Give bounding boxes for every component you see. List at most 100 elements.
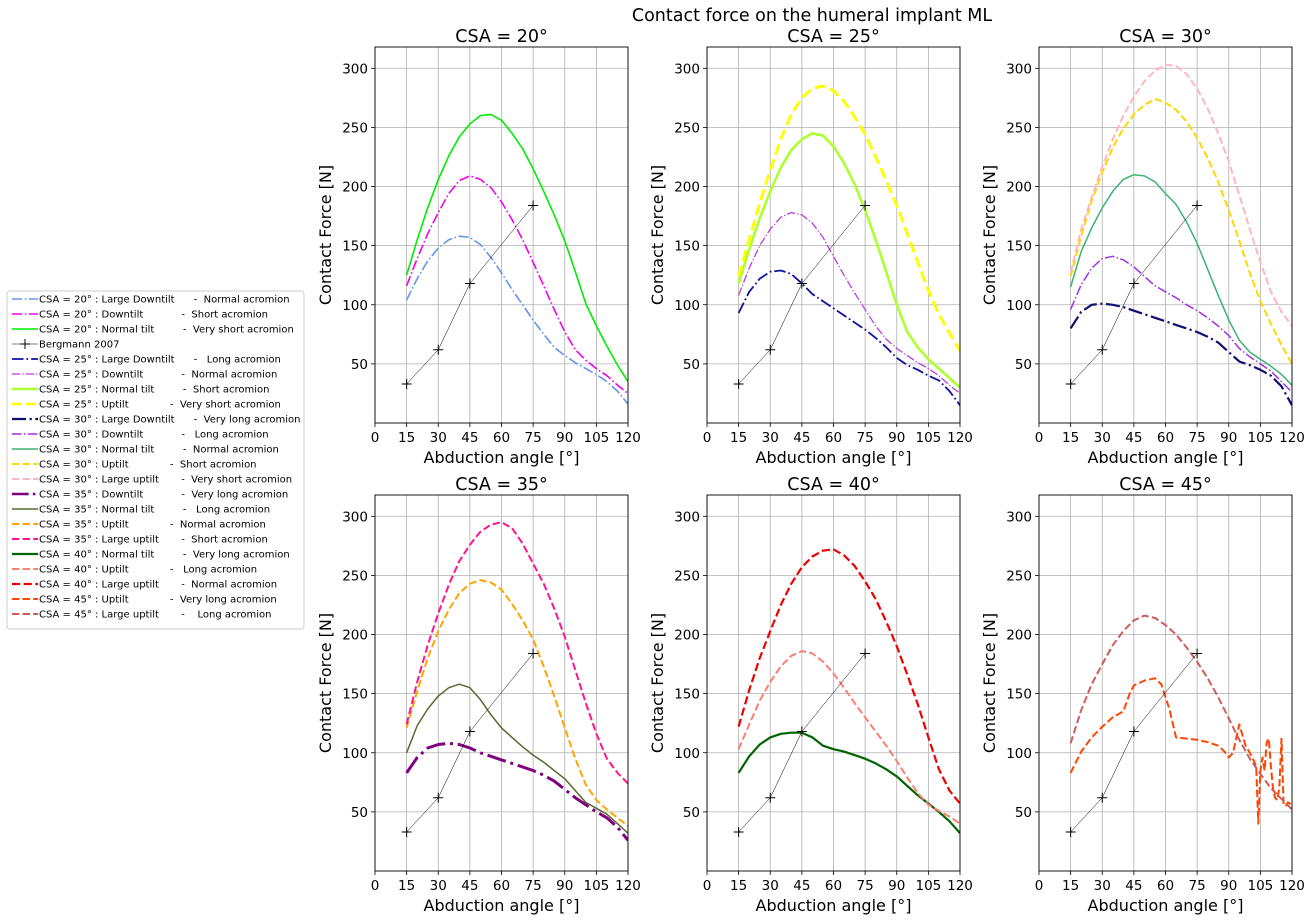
series-line-2: [1069, 173, 1292, 386]
bergmann-point: [733, 826, 744, 837]
bergmann-point: [528, 200, 539, 211]
bergmann-point: [765, 792, 776, 803]
legend-label: CSA = 20° : Normal tilt - Very short acr…: [39, 325, 294, 336]
y-tick-label: 50: [351, 805, 368, 821]
x-tick-label: 105: [1247, 430, 1273, 446]
bergmann-point: [1192, 648, 1203, 659]
legend-label: CSA = 30° : Large Downtilt - Very long a…: [39, 415, 300, 426]
y-tick-label: 50: [1015, 357, 1032, 373]
x-tick-label: 15: [730, 430, 747, 446]
series-line-3: [738, 653, 866, 833]
y-axis-label: Contact Force [N]: [316, 613, 335, 753]
x-tick-label: 0: [371, 878, 380, 894]
legend-label: CSA = 30° : Normal tilt - Normal acromio…: [39, 445, 279, 456]
y-tick-label: 50: [683, 805, 700, 821]
y-tick-label: 300: [674, 61, 700, 77]
y-tick-label: 50: [683, 357, 700, 373]
y-tick-label: 300: [342, 61, 368, 77]
legend-marker: [20, 339, 30, 349]
x-tick-label: 75: [1189, 878, 1206, 894]
legend-label: CSA = 35° : Large uptilt - Short acromio…: [39, 535, 268, 546]
y-tick-label: 200: [674, 628, 700, 644]
legend-label: CSA = 40° : Normal tilt - Very long acro…: [39, 550, 290, 561]
y-tick-label: 300: [1006, 61, 1032, 77]
y-tick-label: 250: [1006, 568, 1032, 584]
x-tick-label: 75: [857, 430, 874, 446]
legend-box: [6, 290, 305, 630]
x-tick-label: 30: [430, 878, 447, 894]
series-line-1: [737, 650, 960, 825]
x-tick-label: 30: [762, 878, 779, 894]
series-line-0: [405, 741, 628, 842]
subplot-title: CSA = 20°: [455, 27, 547, 47]
x-tick-label: 105: [915, 430, 941, 446]
x-tick-label: 45: [461, 878, 478, 894]
x-tick-label: 15: [1062, 878, 1079, 894]
subplot-3: 0 15 30 45 60 75 90 105 120 50 100 150 200 250 300 CSA …: [316, 475, 641, 915]
x-tick-label: 75: [525, 430, 542, 446]
series-line-1: [1069, 614, 1292, 811]
x-tick-label: 120: [1279, 878, 1305, 894]
y-tick-label: 300: [674, 509, 700, 525]
legend: CSA = 20° : Large Downtilt - Normal acro…: [6, 290, 305, 630]
x-axis-label: Abduction angle [°]: [424, 896, 580, 915]
bergmann-point: [1192, 200, 1203, 211]
x-tick-label: 60: [1157, 430, 1174, 446]
series-line-0: [1069, 302, 1292, 406]
subplot-title: CSA = 30°: [1119, 27, 1211, 47]
series-line-0: [737, 731, 960, 834]
series-line-2: [1070, 653, 1198, 833]
y-tick-label: 100: [1006, 746, 1032, 762]
x-tick-label: 120: [1279, 430, 1305, 446]
x-tick-label: 60: [1157, 878, 1174, 894]
x-tick-label: 0: [371, 430, 380, 446]
legend-label: CSA = 45° : Uptilt - Very long acromion: [39, 595, 277, 606]
x-axis-label: Abduction angle [°]: [1088, 448, 1244, 467]
bergmann-point: [796, 726, 807, 737]
x-tick-label: 30: [430, 430, 447, 446]
y-tick-label: 250: [342, 568, 368, 584]
x-tick-label: 75: [857, 878, 874, 894]
legend-label: CSA = 30° : Large uptilt - Very short ac…: [39, 475, 292, 486]
bergmann-point: [860, 200, 871, 211]
x-tick-label: 90: [1220, 430, 1237, 446]
series-line-1: [405, 683, 628, 834]
x-tick-label: 30: [762, 430, 779, 446]
subplot-title: CSA = 45°: [1119, 475, 1211, 495]
bergmann-point: [433, 792, 444, 803]
x-tick-label: 75: [525, 878, 542, 894]
subplot-0: 0 15 30 45 60 75 90 105 120 50 100 150 200 250 300 CSA …: [316, 27, 641, 467]
x-tick-label: 0: [1035, 430, 1044, 446]
x-tick-label: 120: [947, 430, 973, 446]
y-axis-label: Contact Force [N]: [980, 165, 999, 305]
legend-label: Bergmann 2007: [39, 340, 119, 351]
subplot-1: 0 15 30 45 60 75 90 105 120 50 100 150 200 250 300 CSA …: [648, 27, 973, 467]
series-line-4: [406, 653, 534, 833]
bergmann-point: [1065, 826, 1076, 837]
y-tick-label: 150: [1006, 239, 1032, 255]
bergmann-point: [1065, 378, 1076, 389]
y-tick-label: 150: [674, 687, 700, 703]
series-line-3: [737, 84, 960, 352]
series-line-2: [737, 132, 960, 389]
y-tick-label: 100: [674, 298, 700, 314]
bergmann-point: [1128, 278, 1139, 289]
y-tick-label: 200: [1006, 628, 1032, 644]
x-tick-label: 90: [556, 878, 573, 894]
subplots: 0 15 30 45 60 75 90 105 12050100150200250300CSA …: [316, 27, 1305, 915]
x-tick-label: 90: [1220, 878, 1237, 894]
subplot-title: CSA = 40°: [787, 475, 879, 495]
legend-label: CSA = 20° : Large Downtilt - Normal acro…: [39, 295, 290, 306]
y-tick-label: 200: [674, 180, 700, 196]
x-tick-label: 105: [583, 430, 609, 446]
x-tick-label: 15: [1062, 430, 1079, 446]
bergmann-point: [401, 378, 412, 389]
x-tick-label: 45: [793, 878, 810, 894]
y-axis-label: Contact Force [N]: [980, 613, 999, 753]
x-tick-label: 15: [398, 430, 415, 446]
figure-suptitle: Contact force on the humeral implant ML: [632, 6, 992, 26]
legend-label: CSA = 30° : Downtilt - Long acromion: [39, 430, 269, 441]
x-tick-label: 105: [583, 878, 609, 894]
legend-label: CSA = 40° : Large uptilt - Normal acromi…: [39, 580, 277, 591]
x-tick-label: 30: [1094, 878, 1111, 894]
